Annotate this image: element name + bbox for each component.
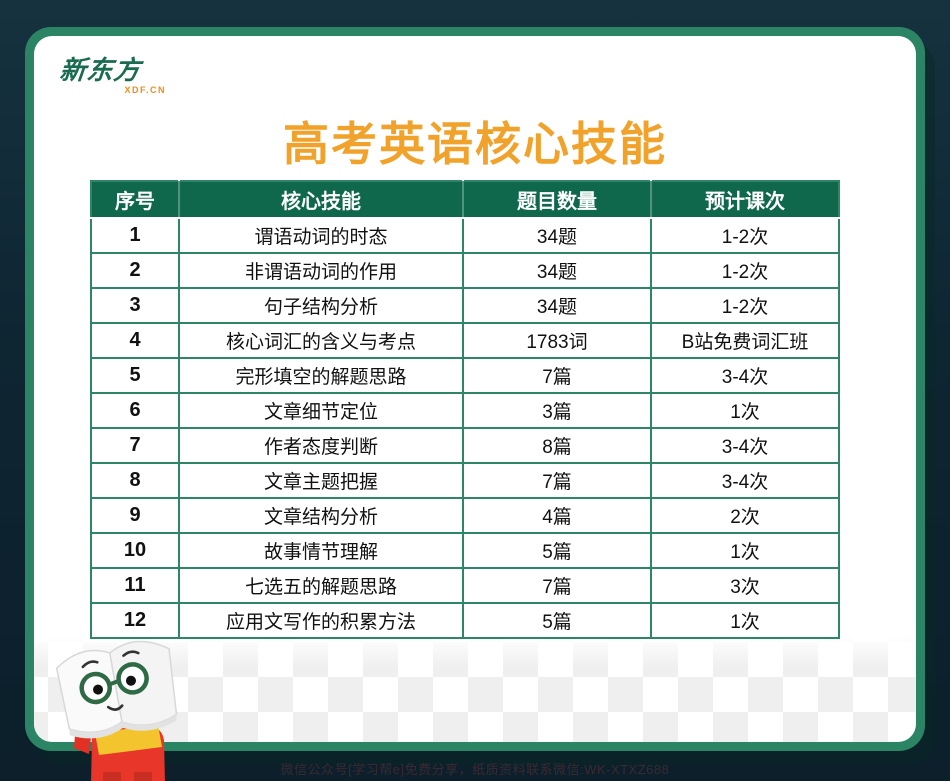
table-cell: 1783词: [462, 322, 652, 359]
header-row: 序号 核心技能 题目数量 预计课次: [91, 181, 839, 219]
table-cell: 应用文写作的积累方法: [178, 602, 464, 639]
table-cell: 34题: [462, 287, 652, 324]
table-cell: 5篇: [462, 602, 652, 639]
table-cell: 故事情节理解: [178, 532, 464, 569]
table-cell: 1-2次: [650, 252, 840, 289]
table-cell: 10: [90, 532, 180, 569]
table-row: 9 文章结构分析 4篇 2次: [90, 497, 840, 534]
table-cell: 3次: [650, 567, 840, 604]
table-cell: 34题: [462, 217, 652, 254]
table-cell: 作者态度判断: [178, 427, 464, 464]
table-cell: 3: [90, 287, 180, 324]
table-cell: 谓语动词的时态: [178, 217, 464, 254]
table-row: 8 文章主题把握 7篇 3-4次: [90, 462, 840, 499]
table-cell: 完形填空的解题思路: [178, 357, 464, 394]
table-cell: 2: [90, 252, 180, 289]
table-cell: 4篇: [462, 497, 652, 534]
logo-cn-text: 新东方: [58, 55, 143, 85]
book-mascot: [55, 640, 178, 781]
table-row: 11 七选五的解题思路 7篇 3次: [90, 567, 840, 604]
table-row: 12 应用文写作的积累方法 5篇 1次: [90, 602, 840, 639]
table-cell: 12: [90, 602, 180, 639]
mascot-book-head-icon: [55, 640, 178, 739]
table-cell: 3-4次: [650, 462, 840, 499]
table-cell: 34题: [462, 252, 652, 289]
table-cell: 8: [90, 462, 180, 499]
logo-domain-text: XDF.CN: [124, 85, 166, 95]
table-cell: 3篇: [462, 392, 652, 429]
table-cell: 2次: [650, 497, 840, 534]
table-row: 3 句子结构分析 34题 1-2次: [90, 287, 840, 324]
table-cell: B站免费词汇班: [650, 322, 840, 359]
table-cell: 9: [90, 497, 180, 534]
table-cell: 七选五的解题思路: [178, 567, 464, 604]
table-header: 序号 核心技能 题目数量 预计课次: [91, 181, 839, 219]
page-title: 高考英语核心技能: [283, 118, 667, 170]
table-cell: 1-2次: [650, 217, 840, 254]
header-cell: 序号: [91, 181, 179, 219]
header-cell: 题目数量: [462, 181, 651, 219]
table-cell: 1: [90, 217, 180, 254]
table-row: 10 故事情节理解 5篇 1次: [90, 532, 840, 569]
table-row: 5 完形填空的解题思路 7篇 3-4次: [90, 357, 840, 394]
header-cell: 核心技能: [178, 181, 463, 219]
table-row: 7 作者态度判断 8篇 3-4次: [90, 427, 840, 464]
table-cell: 7篇: [462, 567, 652, 604]
footer-watermark: 微信公众号[学习帮e]免费分享，纸质资料联系微信:WK-XTXZ688: [280, 762, 670, 777]
table-cell: 7篇: [462, 462, 652, 499]
header-cell: 预计课次: [650, 181, 839, 219]
table-row: 6 文章细节定位 3篇 1次: [90, 392, 840, 429]
table-cell: 1-2次: [650, 287, 840, 324]
table-cell: 核心词汇的含义与考点: [178, 322, 464, 359]
table-cell: 1次: [650, 532, 840, 569]
table-cell: 非谓语动词的作用: [178, 252, 464, 289]
table-body: 1 谓语动词的时态 34题 1-2次 2 非谓语动词的作用 34题 1-2次 3 句子结构分析 34…: [90, 217, 840, 639]
table-cell: 1次: [650, 602, 840, 639]
skills-table: 序号 核心技能 题目数量 预计课次 1 谓语动词的时态 34题 1-2次 2 非谓语动词的作用 3…: [90, 180, 840, 639]
table-cell: 文章细节定位: [178, 392, 464, 429]
table-cell: 文章结构分析: [178, 497, 464, 534]
table-cell: 3-4次: [650, 357, 840, 394]
table-cell: 5篇: [462, 532, 652, 569]
xdf-logo: 新东方 XDF.CN: [58, 50, 170, 95]
table-cell: 11: [90, 567, 180, 604]
book-checker-pattern: [34, 636, 916, 742]
table-cell: 5: [90, 357, 180, 394]
table-cell: 7: [90, 427, 180, 464]
table-cell: 文章主题把握: [178, 462, 464, 499]
table-cell: 8篇: [462, 427, 652, 464]
table-row: 2 非谓语动词的作用 34题 1-2次: [90, 252, 840, 289]
table-cell: 4: [90, 322, 180, 359]
table-cell: 句子结构分析: [178, 287, 464, 324]
skills-table-area: 序号 核心技能 题目数量 预计课次 1 谓语动词的时态 34题 1-2次 2 非谓语动词的作用 3…: [90, 180, 840, 639]
table-row: 4 核心词汇的含义与考点 1783词 B站免费词汇班: [90, 322, 840, 359]
table-cell: 7篇: [462, 357, 652, 394]
table-cell: 3-4次: [650, 427, 840, 464]
table-row: 1 谓语动词的时态 34题 1-2次: [90, 217, 840, 254]
table-cell: 6: [90, 392, 180, 429]
table-cell: 1次: [650, 392, 840, 429]
